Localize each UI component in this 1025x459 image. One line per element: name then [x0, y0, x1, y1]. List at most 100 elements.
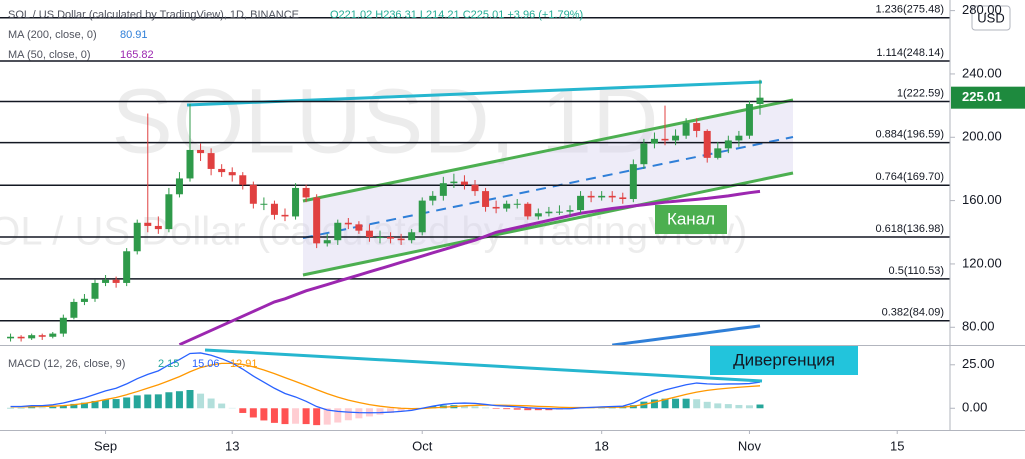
histogram-bar	[80, 402, 88, 409]
candle-body	[724, 140, 732, 149]
candle-body	[439, 183, 447, 196]
candle-body	[80, 298, 88, 302]
y-tick-label: 200.00	[962, 129, 1002, 144]
histogram-bar	[49, 406, 57, 409]
candle-body	[672, 135, 680, 141]
fib-label: 0.5(110.53)	[889, 265, 944, 277]
fib-label: 0.382(84.09)	[882, 307, 944, 319]
histogram-bar	[260, 408, 268, 421]
last-price-box	[951, 86, 1025, 109]
divergence-line	[204, 348, 763, 383]
histogram-bar	[661, 398, 669, 409]
candle-body	[387, 237, 395, 239]
macd-line	[10, 352, 761, 414]
fib-label: 1(222.59)	[897, 87, 944, 99]
candle-body	[408, 232, 416, 241]
candle-body	[154, 225, 162, 230]
candle-body	[524, 203, 532, 217]
candle-body	[133, 222, 141, 252]
y-tick-label: 240.00	[962, 65, 1002, 80]
histogram-bar	[735, 404, 743, 409]
candle-body	[38, 335, 46, 337]
annotation-box	[655, 205, 727, 234]
histogram-bar	[745, 405, 753, 409]
candle-body	[355, 224, 363, 231]
candle-body	[650, 138, 658, 144]
macd-legend: MACD (12, 26, close, 9)	[8, 358, 125, 370]
candle-body	[745, 103, 753, 136]
histogram-bar	[197, 393, 205, 409]
fib-label: 0.764(169.70)	[876, 171, 945, 183]
fib-label: 1.236(275.48)	[876, 4, 945, 16]
histogram-bar	[270, 408, 278, 423]
candle-body	[313, 197, 321, 244]
histogram-bar	[344, 408, 352, 421]
candle-body	[17, 336, 25, 339]
histogram-bar	[693, 399, 701, 409]
candle-body	[429, 195, 437, 201]
ma-legend: MA (200, close, 0)	[8, 29, 97, 41]
currency[interactable]: USD	[977, 10, 1004, 25]
symbol-legend: SOL / US Dollar (calculated by TradingVi…	[8, 9, 299, 21]
candle-body	[365, 230, 373, 238]
histogram-bar	[133, 395, 141, 409]
histogram-bar	[91, 400, 99, 409]
ma-legend-value: 80.91	[120, 29, 148, 41]
histogram-bar	[724, 404, 732, 409]
candle-body	[302, 187, 310, 198]
histogram-bar	[28, 407, 36, 409]
x-tick-label: Sep	[94, 438, 117, 453]
candle-body	[270, 203, 278, 215]
candle-body	[112, 279, 120, 283]
candle-body	[577, 195, 585, 211]
candle-body	[492, 206, 500, 209]
signal-line	[10, 362, 761, 410]
candle-body	[207, 153, 215, 169]
channel-upper	[302, 98, 794, 203]
y-tick-label: 80.00	[962, 319, 995, 334]
ma-legend: MA (50, close, 0)	[8, 49, 91, 61]
candle-body	[144, 222, 152, 226]
y-tick-label: 120.00	[962, 255, 1002, 270]
histogram-bar	[70, 403, 78, 409]
histogram-bar	[513, 408, 521, 410]
candle-body	[28, 335, 36, 339]
histogram-bar	[397, 408, 405, 412]
histogram-bar	[281, 408, 289, 425]
candle-body	[566, 210, 574, 212]
histogram-bar	[154, 394, 162, 409]
histogram-bar	[207, 398, 215, 409]
histogram-bar	[313, 408, 321, 426]
histogram-bar	[239, 408, 247, 413]
histogram-bar	[323, 408, 331, 425]
macd-pane	[7, 352, 764, 426]
x-tick-label: 15	[890, 438, 904, 453]
candle-body	[714, 148, 722, 158]
histogram-bar	[619, 407, 627, 409]
histogram-bar	[492, 408, 500, 409]
candle-body	[471, 184, 479, 192]
histogram-bar	[756, 404, 764, 409]
histogram-bar	[650, 399, 658, 409]
candle-body	[218, 168, 226, 173]
histogram-bar	[471, 406, 479, 409]
histogram-bar	[38, 407, 46, 409]
histogram-bar	[249, 408, 257, 418]
candle-body	[70, 301, 78, 318]
histogram-bar	[218, 403, 226, 409]
candle-body	[59, 317, 67, 334]
histogram-bar	[534, 408, 542, 411]
main-pane	[0, 17, 950, 345]
histogram-bar	[334, 408, 342, 423]
histogram-bar	[165, 392, 173, 409]
candle-body	[260, 203, 268, 205]
currency-box[interactable]	[971, 5, 1011, 31]
macd-legend-value: 12.91	[230, 358, 258, 370]
candle-body	[598, 195, 606, 198]
ohlc-legend: O221.02 H236.31 L214.21 C225.01 +3.96 (+…	[330, 9, 583, 21]
y-tick-label: 25.00	[962, 356, 995, 371]
annotation: Канал	[667, 209, 715, 228]
candle-body	[376, 237, 384, 239]
